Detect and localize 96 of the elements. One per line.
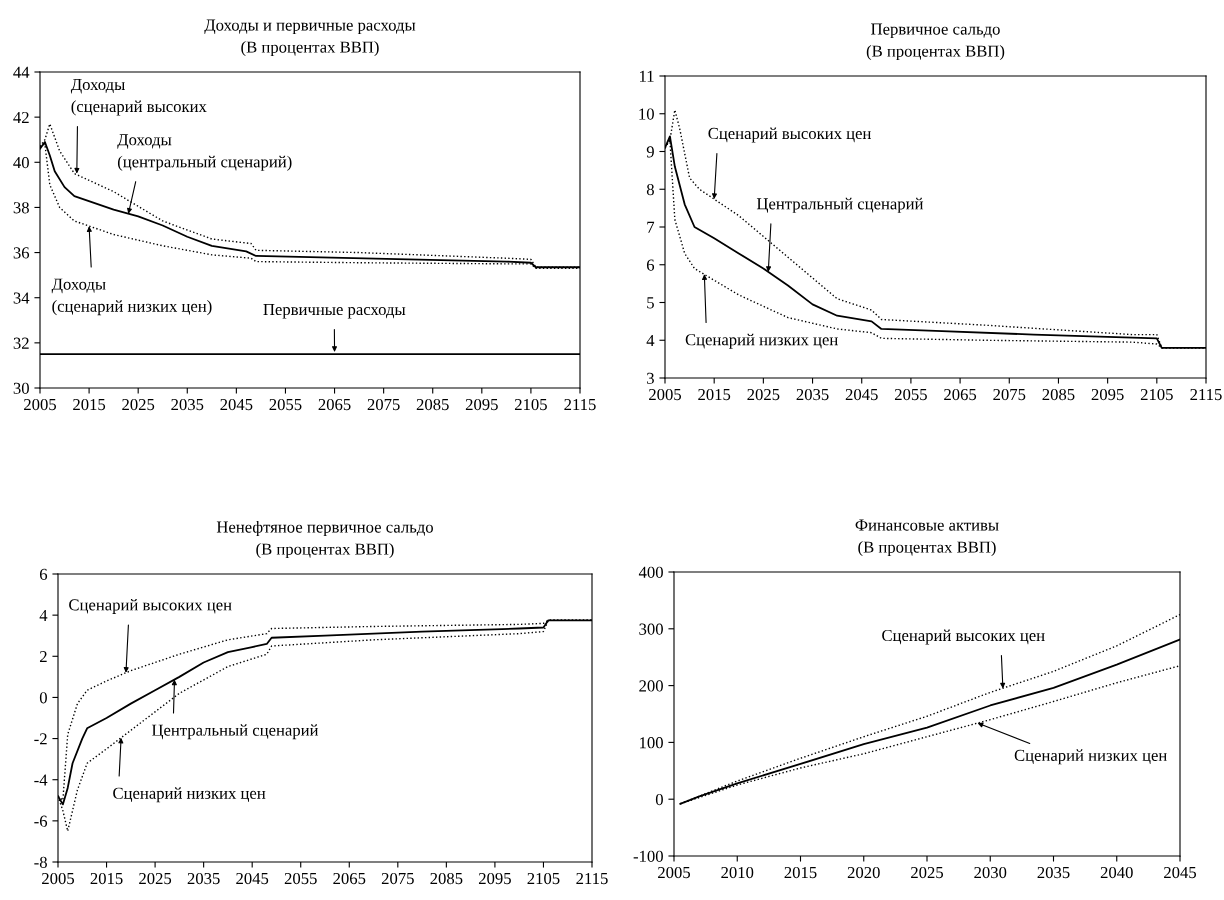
x-tick-label: 2055 — [894, 388, 927, 401]
x-tick-label: 2055 — [269, 398, 302, 411]
chart-title: Доходы и первичные расходы — [204, 19, 416, 35]
y-tick-label: 300 — [639, 623, 663, 635]
annotation: Центральный сценарий — [756, 197, 924, 213]
annotation: Центральный сценарий — [151, 724, 319, 740]
y-tick-label: -100 — [633, 850, 663, 862]
y-tick-label: 40 — [13, 156, 29, 169]
chart-title: Финансовые активы — [855, 519, 999, 531]
x-tick-label: 2045 — [845, 388, 878, 401]
y-tick-label: 11 — [640, 70, 654, 82]
x-tick-label: 2085 — [416, 398, 449, 411]
x-tick-label: 2035 — [171, 398, 204, 411]
y-tick-label: 5 — [647, 297, 654, 309]
y-tick-label: 34 — [13, 292, 30, 304]
y-tick-label: 30 — [13, 382, 29, 394]
x-tick-label: 2030 — [974, 866, 1007, 879]
y-tick-label: 8 — [646, 183, 654, 196]
y-tick-label: 38 — [13, 202, 29, 214]
annotation: Сценарий высоких цен — [69, 598, 232, 614]
x-tick-label: 2015 — [784, 866, 817, 879]
x-tick-label: 2065 — [944, 388, 977, 401]
y-tick-label: -4 — [34, 774, 48, 786]
x-tick-label: 2005 — [649, 388, 682, 401]
y-tick-label: -2 — [34, 733, 47, 745]
y-tick-label: 36 — [13, 247, 30, 259]
x-tick-label: 2005 — [24, 398, 57, 411]
x-tick-label: 2075 — [367, 398, 400, 411]
y-tick-label: 42 — [13, 111, 29, 123]
y-tick-label: 0 — [655, 793, 663, 806]
x-tick-label: 2075 — [381, 872, 414, 885]
x-tick-label: 2085 — [430, 872, 463, 885]
x-tick-label: 2035 — [187, 872, 220, 885]
x-tick-label: 2105 — [514, 398, 547, 411]
annotation: Сценарий низких цен — [1014, 749, 1167, 765]
annotation: Сценарий низких цен — [685, 333, 838, 349]
x-tick-label: 2045 — [1164, 866, 1197, 879]
x-tick-label: 2095 — [478, 872, 511, 885]
chart-subtitle: (В процентах ВВП) — [241, 40, 379, 57]
y-tick-label: -8 — [34, 856, 47, 868]
annotation: Доходы (сценарий низких цен) — [51, 278, 212, 316]
y-tick-label: 32 — [13, 337, 29, 349]
y-tick-label: 400 — [638, 566, 663, 578]
annotation: Доходы (центральный сценарий) — [117, 134, 292, 171]
x-tick-label: 2005 — [42, 872, 75, 885]
x-tick-label: 2045 — [236, 872, 269, 885]
x-tick-label: 2015 — [698, 388, 731, 401]
x-tick-label: 2105 — [1140, 388, 1173, 401]
x-tick-label: 2115 — [576, 872, 608, 885]
annotation: Сценарий низких цен — [113, 787, 266, 803]
x-tick-label: 2025 — [747, 388, 780, 401]
x-tick-label: 2095 — [1091, 388, 1124, 401]
chart-title: Первичное сальдо — [871, 23, 1000, 39]
x-tick-label: 2065 — [318, 398, 351, 411]
y-tick-label: 10 — [639, 108, 654, 120]
x-tick-label: 2025 — [122, 398, 155, 411]
x-tick-label: 2075 — [993, 388, 1026, 401]
x-tick-label: 2115 — [564, 398, 596, 411]
annotation: Сценарий высоких цен — [882, 629, 1045, 645]
x-tick-label: 2085 — [1042, 388, 1075, 401]
x-tick-label: 2020 — [847, 866, 880, 879]
chart-title: Ненефтяное первичное сальдо — [216, 520, 433, 537]
annotation: Доходы (сценарий высоких — [70, 78, 207, 116]
annotation: Первичные расходы — [263, 304, 406, 319]
x-tick-label: 2040 — [1100, 866, 1133, 879]
y-tick-label: 7 — [647, 221, 655, 233]
x-tick-label: 2010 — [721, 866, 754, 879]
x-tick-label: 2105 — [527, 872, 560, 885]
y-tick-label: 4 — [39, 609, 48, 621]
x-tick-label: 2065 — [333, 872, 366, 885]
x-tick-label: 2025 — [911, 866, 944, 879]
x-tick-label: 2095 — [465, 398, 498, 411]
chart-subtitle: (В процентах ВВП) — [866, 44, 1005, 61]
x-tick-label: 2055 — [284, 872, 317, 885]
x-tick-label: 2015 — [90, 872, 123, 885]
y-tick-label: 2 — [39, 651, 47, 663]
y-tick-label: 6 — [646, 259, 655, 271]
y-tick-label: 6 — [39, 568, 48, 580]
chart-subtitle: (В процентах ВВП) — [858, 540, 996, 557]
y-tick-label: -6 — [34, 815, 48, 827]
annotation: Сценарий высоких цен — [708, 127, 871, 143]
x-tick-label: 2045 — [220, 398, 253, 411]
x-tick-label: 2115 — [1190, 388, 1222, 401]
x-tick-label: 2005 — [658, 866, 691, 879]
x-tick-label: 2025 — [139, 872, 172, 885]
y-tick-label: 0 — [39, 692, 47, 704]
x-tick-label: 2035 — [1037, 866, 1070, 879]
y-tick-label: 44 — [13, 66, 30, 78]
y-tick-label: 4 — [646, 335, 655, 347]
chart-subtitle: (В процентах ВВП) — [256, 542, 394, 559]
x-tick-label: 2015 — [73, 398, 106, 411]
y-tick-label: 200 — [639, 680, 663, 692]
x-tick-label: 2035 — [796, 388, 829, 401]
y-tick-label: 9 — [646, 146, 654, 158]
y-tick-label: 100 — [640, 737, 663, 749]
y-tick-label: 3 — [647, 372, 654, 384]
